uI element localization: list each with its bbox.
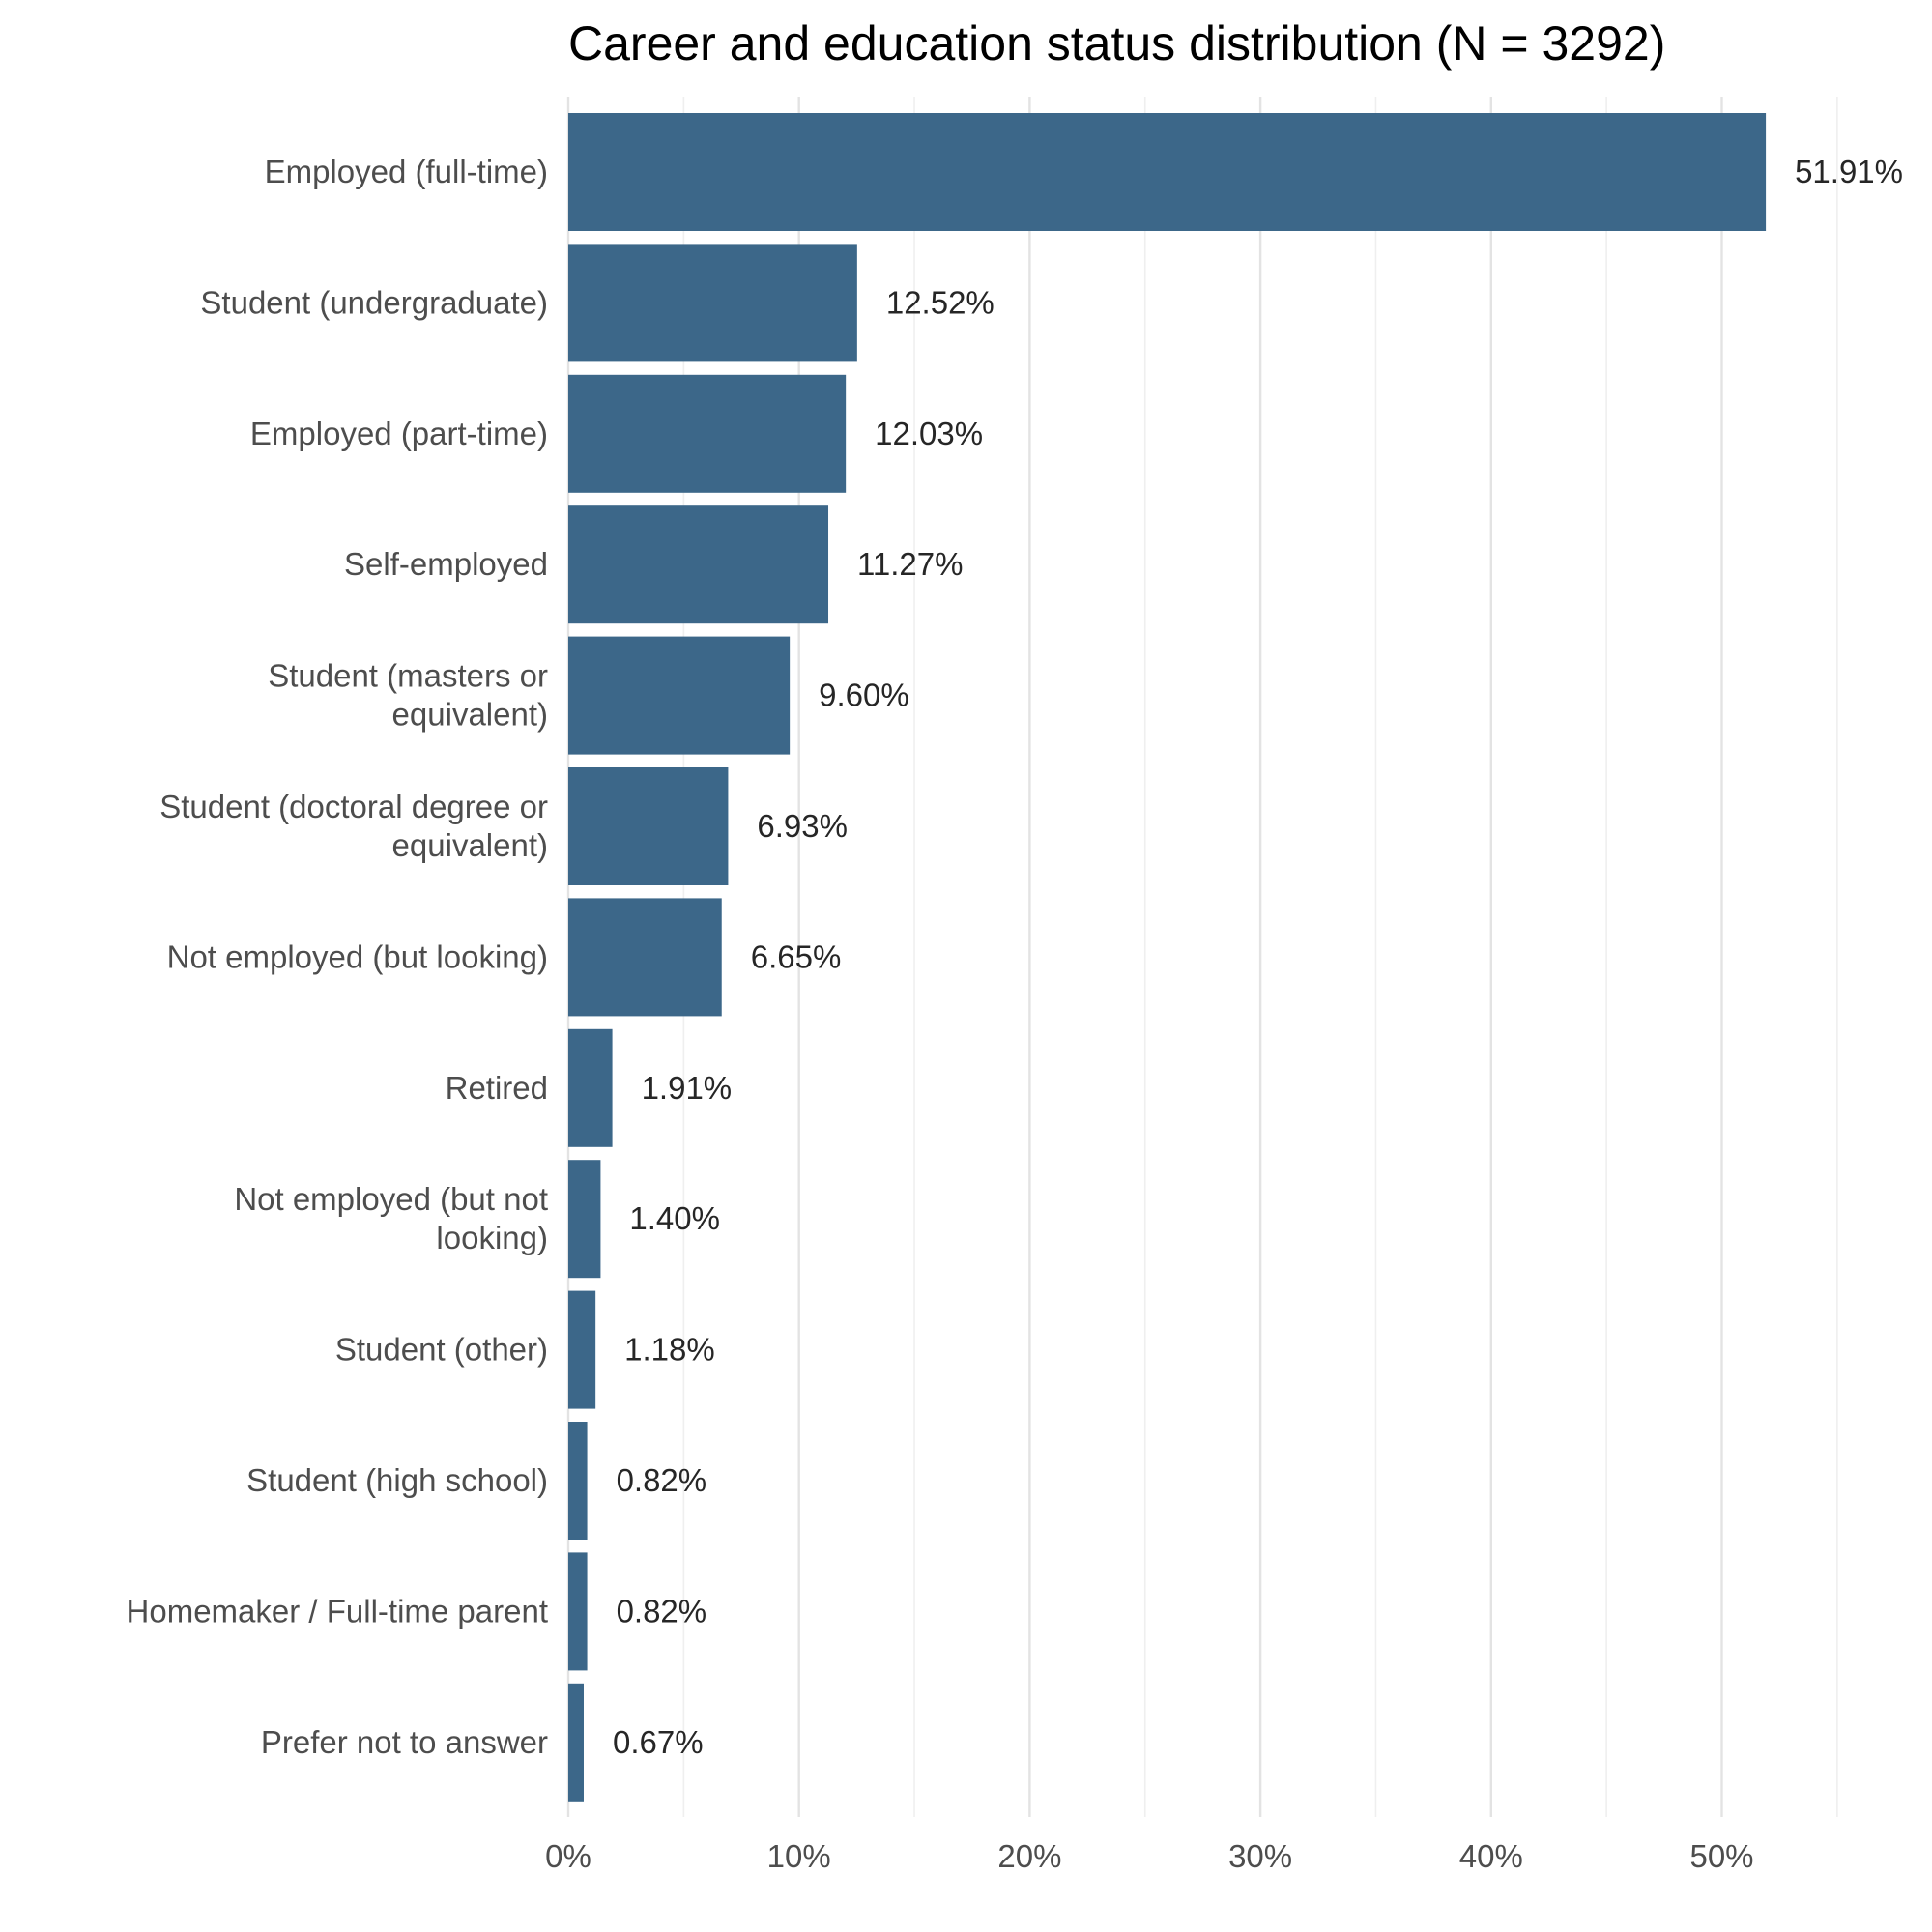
- category-label: Employed (part-time): [250, 416, 548, 451]
- x-tick-label: 50%: [1689, 1838, 1753, 1874]
- bar: [568, 1422, 588, 1540]
- category-label: Student (masters or: [268, 658, 548, 694]
- chart-title: Career and education status distribution…: [568, 16, 1665, 71]
- value-label: 12.03%: [875, 416, 983, 451]
- value-label: 0.82%: [617, 1593, 707, 1629]
- value-labels: 51.91% 12.52% 12.03% 11.27% 9.60% 6.93% 6.65% 1…: [613, 154, 1903, 1760]
- bar: [568, 1683, 584, 1802]
- category-label: Self-employed: [344, 546, 548, 582]
- category-label: Student (undergraduate): [200, 284, 548, 320]
- bar: [568, 767, 729, 885]
- bar: [568, 898, 722, 1017]
- value-label: 9.60%: [819, 678, 909, 713]
- category-label: equivalent): [392, 697, 548, 733]
- category-label: equivalent): [392, 827, 548, 863]
- category-label: Employed (full-time): [265, 154, 548, 189]
- bars-group: [568, 113, 1767, 1802]
- value-label: 1.18%: [624, 1332, 715, 1368]
- value-label: 0.67%: [613, 1724, 704, 1760]
- value-label: 1.40%: [629, 1200, 720, 1236]
- category-label: Not employed (but looking): [167, 938, 548, 974]
- category-label: Homemaker / Full-time parent: [127, 1593, 548, 1629]
- bar: [568, 244, 857, 362]
- x-tick-label: 20%: [997, 1838, 1061, 1874]
- value-label: 12.52%: [886, 284, 995, 320]
- category-label: Student (doctoral degree or: [159, 789, 548, 824]
- value-label: 11.27%: [857, 546, 963, 582]
- bar: [568, 374, 847, 493]
- x-tick-label: 0%: [545, 1838, 591, 1874]
- x-axis-tick-labels: 0% 10% 20% 30% 40% 50%: [545, 1838, 1753, 1874]
- category-label: Retired: [446, 1070, 548, 1106]
- bar: [568, 1160, 601, 1279]
- category-label: Student (high school): [246, 1462, 548, 1498]
- value-label: 6.65%: [751, 938, 842, 974]
- category-label: Not employed (but not: [234, 1181, 548, 1217]
- x-tick-label: 40%: [1459, 1838, 1523, 1874]
- category-label: Student (other): [335, 1332, 548, 1368]
- value-label: 0.82%: [617, 1462, 707, 1498]
- category-labels: Employed (full-time) Student (undergradua…: [127, 154, 548, 1760]
- category-label: looking): [436, 1220, 548, 1255]
- bar: [568, 1028, 613, 1147]
- bar: [568, 1290, 596, 1409]
- category-label: Prefer not to answer: [261, 1724, 548, 1760]
- value-label: 6.93%: [757, 808, 848, 844]
- value-label: 51.91%: [1795, 154, 1903, 189]
- bar: [568, 1552, 588, 1671]
- value-label: 1.91%: [642, 1070, 733, 1106]
- bar: [568, 505, 829, 624]
- x-tick-label: 30%: [1228, 1838, 1292, 1874]
- bar: [568, 113, 1767, 231]
- bar: [568, 636, 791, 755]
- x-tick-label: 10%: [767, 1838, 831, 1874]
